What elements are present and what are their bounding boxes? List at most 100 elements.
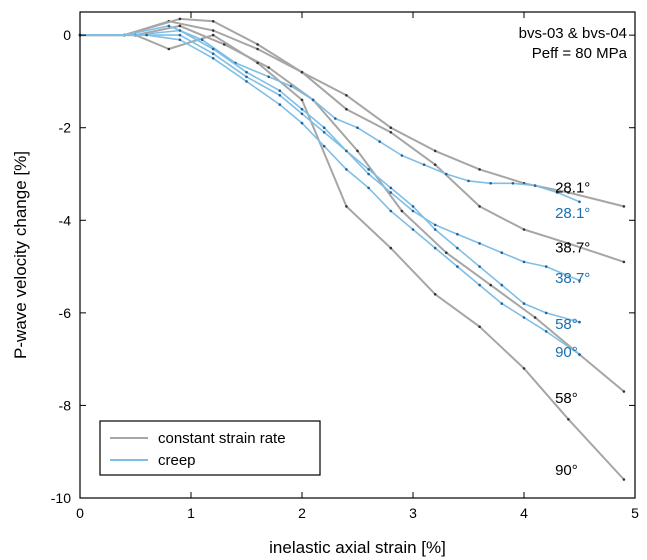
data-point: [544, 311, 548, 315]
data-point: [300, 98, 304, 102]
data-point: [211, 29, 215, 32]
data-point: [578, 200, 581, 204]
x-axis-label: inelastic axial strain [%]: [269, 538, 446, 557]
data-point: [422, 163, 426, 166]
legend-label-constant-strain-rate: constant strain rate: [158, 430, 286, 447]
data-point: [300, 70, 304, 74]
series-line-creep-38-7: [80, 29, 580, 282]
data-point: [211, 47, 215, 51]
data-point: [322, 131, 326, 134]
legend-box: [99, 420, 321, 476]
series-layer: [78, 17, 626, 481]
data-point: [245, 75, 248, 79]
data-point: [356, 126, 359, 129]
data-point: [167, 24, 171, 28]
y-tick-label: -6: [59, 305, 72, 321]
data-point: [433, 228, 437, 231]
plot-frame: [79, 11, 636, 499]
data-point: [345, 149, 348, 153]
series-label-constant-strain-rate-58: 58°: [555, 390, 578, 407]
data-point: [278, 94, 282, 97]
data-point: [178, 24, 182, 28]
data-point: [622, 205, 626, 208]
data-point: [489, 182, 493, 185]
data-point: [533, 184, 537, 187]
data-point: [578, 279, 581, 282]
data-point: [178, 33, 182, 37]
data-point: [367, 172, 370, 176]
data-point: [478, 265, 481, 268]
x-tick-label: 1: [187, 505, 195, 521]
data-point: [367, 186, 370, 190]
data-point: [167, 47, 171, 51]
y-tick-label: -10: [51, 490, 71, 506]
data-point: [211, 57, 215, 60]
data-point: [311, 98, 315, 102]
data-point: [478, 168, 481, 171]
data-point: [456, 246, 459, 250]
data-point: [478, 283, 481, 287]
data-point: [200, 38, 204, 42]
data-point: [411, 209, 415, 213]
data-point: [178, 29, 182, 32]
data-point: [544, 265, 548, 268]
data-point: [456, 265, 459, 268]
series-label-constant-strain-rate-38-7: 38.7°: [555, 240, 590, 257]
legend: constant strain rate creep: [99, 420, 321, 476]
data-point: [223, 43, 226, 46]
data-point: [478, 325, 481, 329]
data-point: [389, 209, 393, 213]
series-line-constant-strain-rate-58: [80, 24, 625, 393]
data-point: [256, 43, 259, 46]
data-point: [278, 89, 282, 92]
data-point: [500, 283, 504, 287]
data-point: [400, 209, 404, 213]
data-point: [278, 103, 282, 106]
data-point: [322, 144, 326, 148]
series-label-creep-90: 90°: [555, 344, 578, 361]
data-point: [578, 353, 581, 356]
data-point: [367, 168, 370, 171]
data-point: [345, 94, 348, 97]
data-point: [256, 47, 259, 51]
y-tick-label: -8: [59, 397, 72, 413]
data-point: [245, 80, 248, 83]
data-point: [433, 149, 437, 153]
data-point: [522, 228, 526, 231]
data-point: [178, 38, 182, 42]
data-point: [433, 223, 437, 227]
series-label-constant-strain-rate-28-1: 28.1°: [555, 180, 590, 197]
data-point: [389, 191, 393, 194]
data-point: [500, 251, 504, 254]
data-point: [445, 251, 448, 254]
data-point: [467, 179, 470, 183]
x-tick-label: 4: [520, 505, 528, 521]
y-axis-label: P-wave velocity change [%]: [11, 151, 30, 359]
data-point: [456, 232, 459, 236]
data-point: [522, 260, 526, 264]
data-point: [322, 126, 326, 129]
data-point: [300, 107, 304, 111]
data-point: [411, 205, 415, 208]
data-point: [433, 246, 437, 250]
data-point: [433, 163, 437, 166]
data-point: [445, 172, 448, 176]
x-tick-label: 5: [631, 505, 639, 521]
data-point: [533, 316, 537, 319]
data-point: [267, 66, 271, 69]
data-point: [211, 52, 215, 55]
data-point: [145, 33, 148, 37]
series-label-creep-58: 58°: [555, 316, 578, 333]
data-point: [289, 84, 293, 88]
data-point: [345, 168, 348, 171]
y-tick-label: -4: [59, 212, 72, 228]
data-point: [567, 418, 570, 421]
data-point: [556, 191, 559, 194]
series-line-creep-90: [80, 34, 580, 356]
series-labels: 28.1° 38.7° 58° 90° 28.1° 38.7° 58° 90°: [555, 180, 590, 479]
data-point: [578, 320, 581, 324]
data-point: [478, 205, 481, 208]
data-point: [300, 112, 304, 116]
y-tick-label: -2: [59, 120, 72, 136]
